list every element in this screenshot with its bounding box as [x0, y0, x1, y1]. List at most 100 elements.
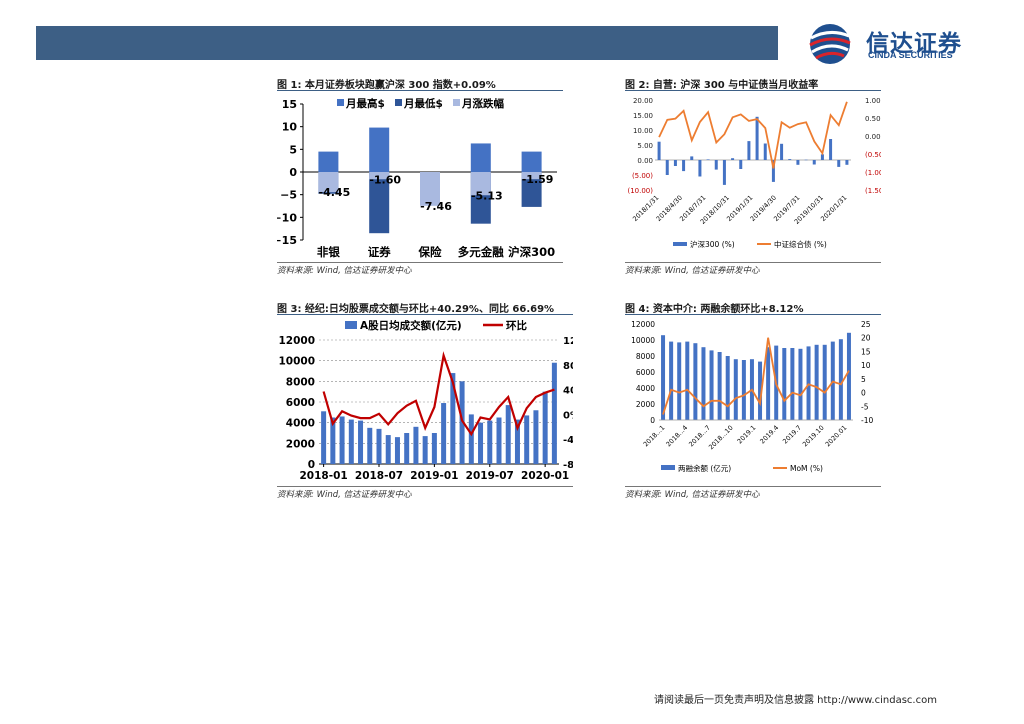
legend-swatch: [395, 99, 402, 106]
x-tick-label: 2019-01: [410, 470, 458, 482]
legend-label: 月最高$: [345, 97, 385, 110]
left-tick-label: 4000: [286, 418, 315, 430]
right-tick-label: 0.50: [865, 115, 881, 123]
category-label: 保险: [418, 245, 442, 259]
bar-turnover: [376, 428, 382, 464]
right-tick-label: 120%: [563, 336, 573, 347]
bar-margin-balance: [701, 347, 706, 420]
right-tick-label: -10: [861, 416, 873, 425]
bar-月涨跌幅: [369, 172, 390, 180]
bar-hs300: [804, 159, 808, 161]
figure-1-title: 图 1: 本月证券板块跑赢沪深 300 指数+0.09%: [277, 80, 496, 91]
bar-margin-balance: [693, 343, 698, 420]
bar-margin-balance: [790, 348, 795, 420]
figure-3-chart: 12000 10000 8000 6000 4000 2000 0 120% 80% 40% 0% -…: [278, 319, 573, 482]
legend-swatch: [673, 242, 687, 246]
figure-4-chart: 12000 10000 8000 6000 4000 2000 0 25 20 15 10 5 0 -5 -…: [631, 320, 873, 473]
bar-turnover: [487, 420, 493, 464]
bar-margin-balance: [798, 348, 803, 420]
bar-turnover: [524, 415, 530, 464]
x-tick-label: 2019.1: [736, 424, 758, 446]
bar-margin-balance: [741, 360, 746, 420]
left-tick-label: 15.00: [633, 112, 653, 120]
bar-hs300: [665, 160, 669, 175]
y-tick-label: −15: [277, 234, 297, 247]
bar-hs300: [747, 141, 751, 160]
figure-1-bottom-rule: [277, 262, 563, 263]
category-label: 非银: [317, 245, 340, 259]
bar-月最高$: [470, 143, 491, 172]
legend-swatch: [337, 99, 344, 106]
legend-swatch: [345, 321, 357, 329]
bar-月最低$: [369, 172, 390, 234]
figure-4-top-rule: [625, 314, 881, 315]
figure-2-top-rule: [625, 90, 881, 91]
bar-hs300: [837, 160, 841, 167]
bar-hs300: [796, 160, 800, 165]
right-tick-label: 15: [861, 347, 871, 356]
bar-turnover: [542, 391, 548, 464]
x-tick-label: 2018...1: [642, 424, 667, 449]
figure-2-title: 图 2: 自营: 沪深 300 与中证债当月收益率: [625, 80, 819, 91]
left-tick-label: 10000: [278, 356, 315, 368]
bar-hs300: [755, 116, 759, 160]
bar-hs300: [706, 159, 710, 160]
header-bar: [36, 26, 778, 60]
logo-text-en: CINDA SECURITIES: [868, 50, 953, 60]
data-label: -7.46: [420, 200, 452, 213]
right-tick-label: 10: [861, 361, 871, 370]
x-tick-label: 2019.7: [781, 424, 803, 446]
x-tick-label: 2018...4: [664, 424, 689, 449]
bar-hs300: [682, 160, 686, 172]
left-tick-label: 12000: [278, 335, 315, 347]
figure-1-top-rule: [277, 90, 563, 91]
bar-hs300: [731, 158, 735, 160]
legend-label: 中证综合债 (%): [774, 239, 827, 249]
category-label: 沪深300: [508, 245, 555, 259]
bar-月最高$: [521, 151, 542, 172]
legend-swatch: [661, 465, 675, 470]
bar-turnover: [441, 403, 447, 464]
data-label: -4.45: [319, 186, 351, 199]
bar-月涨跌幅: [420, 172, 440, 206]
bar-margin-balance: [725, 356, 730, 420]
line-bond-index: [658, 101, 848, 169]
left-tick-label: 4000: [636, 384, 655, 393]
legend-label: 沪深300 (%): [690, 239, 735, 249]
figure-3-title: 图 3: 经纪:日均股票成交额与环比+40.29%、同比 66.69%: [277, 304, 555, 315]
legend-swatch: [453, 99, 460, 106]
x-tick-label: 2018...10: [707, 424, 735, 452]
left-tick-label: 2000: [286, 438, 315, 450]
figure-4-source: 资料来源: Wind, 信达证券研发中心: [625, 490, 760, 500]
legend-label: 两融余额 (亿元): [678, 463, 731, 473]
bar-margin-balance: [758, 361, 763, 420]
bar-turnover: [413, 426, 419, 464]
y-tick-label: −5: [280, 189, 297, 202]
bar-hs300: [714, 160, 718, 170]
bar-turnover: [321, 411, 327, 464]
bar-turnover: [478, 422, 484, 464]
right-tick-label: (1.50): [865, 187, 881, 195]
figure-3-source: 资料来源: Wind, 信达证券研发中心: [277, 490, 412, 500]
y-tick-label: 10: [282, 121, 298, 134]
left-tick-label: 2000: [636, 400, 655, 409]
bar-hs300: [690, 156, 694, 160]
legend-label: 月最低$: [403, 97, 443, 110]
right-tick-label: 0%: [563, 410, 573, 421]
bar-turnover: [422, 436, 428, 464]
bar-hs300: [657, 141, 661, 160]
category-label: 多元金融: [458, 245, 504, 259]
bar-hs300: [788, 159, 792, 160]
bar-margin-balance: [782, 348, 787, 420]
line-mom: [662, 337, 850, 415]
left-tick-label: 20.00: [633, 97, 653, 105]
data-label: -5.13: [471, 189, 503, 202]
cinda-logo-icon: [809, 24, 851, 64]
figure-4-title: 图 4: 资本中介: 两融余额环比+8.12%: [625, 304, 804, 315]
bar-turnover: [468, 414, 474, 464]
legend-label: 月涨跌幅: [461, 97, 504, 110]
bar-margin-balance: [669, 341, 674, 420]
right-tick-label: -80%: [563, 460, 573, 471]
bar-hs300: [763, 143, 767, 160]
bar-turnover: [514, 419, 520, 464]
